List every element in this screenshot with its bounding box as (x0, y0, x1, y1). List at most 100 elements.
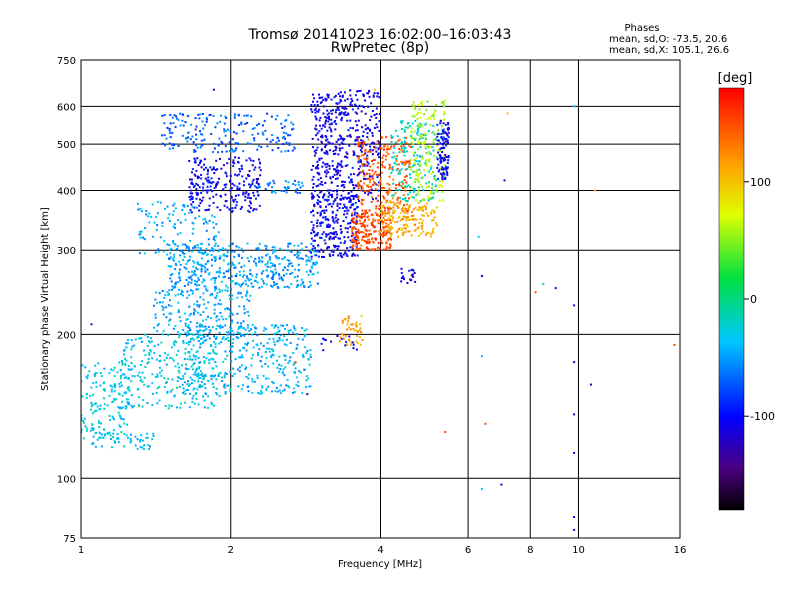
data-point (81, 380, 83, 383)
data-point (243, 180, 245, 183)
data-point (361, 339, 364, 341)
data-point (209, 189, 212, 192)
data-point (285, 191, 288, 194)
data-point (369, 128, 371, 131)
data-point (388, 163, 391, 166)
data-point (103, 428, 106, 431)
data-point (189, 178, 191, 181)
data-point (256, 377, 259, 380)
data-point (275, 255, 278, 258)
data-point (116, 432, 119, 435)
data-point (207, 189, 210, 192)
data-point (258, 243, 261, 245)
data-point (336, 335, 339, 337)
data-point (188, 294, 191, 297)
data-point (324, 135, 327, 137)
data-point (228, 208, 231, 211)
data-point (409, 158, 412, 161)
data-point (163, 122, 166, 125)
data-point (200, 199, 203, 202)
data-point (429, 211, 432, 214)
data-point (442, 142, 444, 145)
data-point (315, 149, 318, 152)
data-point (194, 159, 197, 162)
data-point (213, 239, 216, 242)
data-point (383, 209, 386, 212)
data-point (344, 181, 347, 183)
data-point (120, 417, 123, 420)
data-point (188, 186, 191, 189)
data-point (273, 281, 275, 284)
data-point (439, 184, 442, 187)
data-point (447, 123, 450, 126)
data-point (245, 191, 248, 194)
data-point (374, 211, 377, 214)
data-point (441, 139, 444, 142)
data-point (203, 399, 206, 402)
data-point (400, 267, 403, 270)
data-point (261, 256, 264, 259)
data-point (439, 142, 442, 145)
data-point (215, 378, 218, 381)
data-point (195, 280, 198, 283)
data-point (246, 311, 249, 313)
data-point (328, 226, 331, 228)
data-point (429, 168, 432, 170)
data-point (316, 261, 319, 264)
data-point (283, 256, 286, 259)
data-point (444, 177, 447, 180)
data-point (213, 281, 216, 284)
data-point (202, 298, 205, 301)
data-point (252, 339, 254, 342)
data-point (366, 157, 369, 160)
data-point (389, 200, 391, 203)
data-point (172, 210, 175, 213)
data-point (372, 218, 375, 221)
data-point (287, 329, 290, 332)
data-point (186, 140, 189, 143)
data-point (396, 205, 399, 207)
data-point (193, 379, 196, 382)
data-point (205, 118, 208, 121)
data-point (327, 94, 330, 96)
data-point (431, 146, 434, 148)
data-point (316, 132, 319, 135)
data-point (271, 285, 274, 288)
data-point (338, 108, 340, 111)
data-point (218, 325, 221, 328)
data-point (218, 248, 221, 251)
data-point (300, 242, 303, 245)
data-point (322, 124, 325, 127)
data-point (342, 220, 345, 222)
data-point (322, 231, 325, 234)
data-point (209, 113, 212, 116)
data-point (95, 381, 98, 384)
data-point (166, 291, 169, 294)
data-point (208, 337, 211, 340)
data-point (355, 321, 358, 324)
data-point (410, 210, 413, 213)
data-point (271, 134, 274, 136)
data-point (245, 366, 248, 369)
data-point (446, 173, 449, 176)
data-point (385, 233, 387, 236)
data-point (332, 218, 335, 221)
data-point (404, 230, 407, 233)
data-point (198, 333, 201, 336)
data-point (99, 436, 101, 439)
data-point (360, 244, 363, 247)
data-point (98, 420, 101, 423)
data-point (254, 331, 257, 334)
data-point (115, 437, 118, 440)
data-point (373, 146, 376, 149)
data-point (357, 215, 360, 218)
data-point (415, 218, 418, 221)
data-point (164, 405, 167, 407)
data-point (391, 194, 394, 197)
data-point (100, 422, 103, 425)
data-point (124, 407, 127, 410)
data-point (404, 185, 407, 188)
data-point (157, 248, 160, 251)
data-point (349, 225, 352, 228)
data-point (442, 180, 444, 183)
